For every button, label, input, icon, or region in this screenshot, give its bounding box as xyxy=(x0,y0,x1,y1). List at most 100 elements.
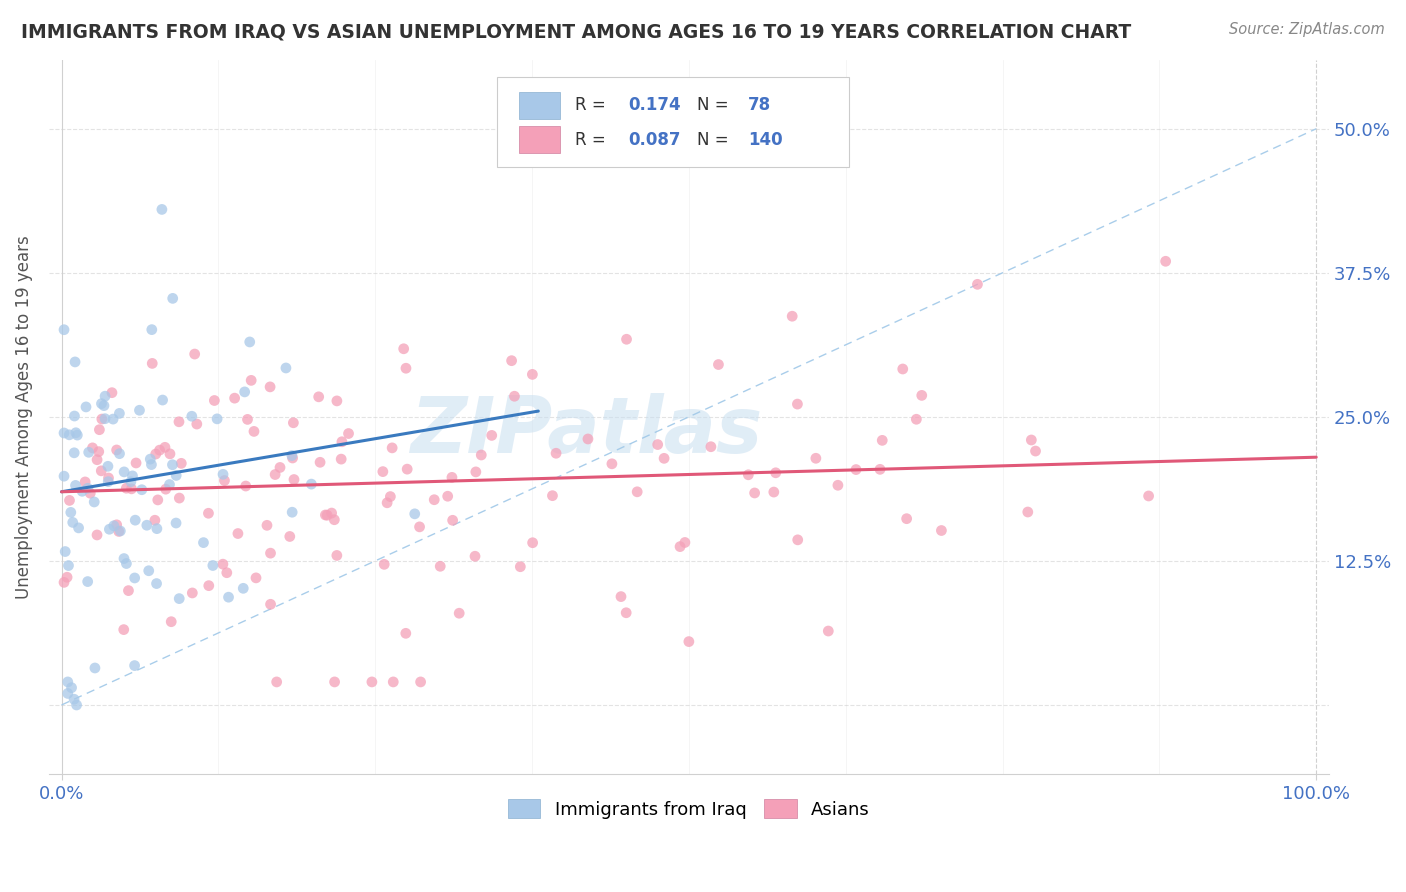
Text: ZIPatlas: ZIPatlas xyxy=(411,393,762,469)
Point xyxy=(76,481,98,495)
Point xyxy=(281,450,304,465)
Point xyxy=(274,361,297,376)
Text: Source: ZipAtlas.com: Source: ZipAtlas.com xyxy=(1229,22,1385,37)
Point xyxy=(264,467,287,482)
Point xyxy=(214,474,236,488)
Point xyxy=(112,623,135,637)
Point xyxy=(361,674,384,689)
Point xyxy=(141,356,163,370)
Point xyxy=(170,456,193,470)
Point xyxy=(381,441,404,455)
Point xyxy=(160,615,183,629)
Point xyxy=(103,518,125,533)
Point xyxy=(167,591,190,606)
Point xyxy=(269,460,291,475)
Point xyxy=(65,478,87,492)
Y-axis label: Unemployment Among Ages 16 to 19 years: Unemployment Among Ages 16 to 19 years xyxy=(15,235,32,599)
Point xyxy=(165,468,187,483)
Point xyxy=(212,557,235,571)
Point xyxy=(281,449,304,463)
Point xyxy=(93,399,115,413)
Point xyxy=(165,516,187,530)
Point xyxy=(59,505,82,519)
Point xyxy=(90,412,112,426)
Point xyxy=(63,692,86,706)
Point xyxy=(283,473,305,487)
Point xyxy=(53,323,76,337)
Point xyxy=(138,564,160,578)
Point xyxy=(236,412,259,426)
Point xyxy=(53,425,76,440)
Point xyxy=(62,516,84,530)
Point xyxy=(205,412,228,426)
Point xyxy=(101,412,124,426)
Point xyxy=(827,478,849,492)
Point xyxy=(235,479,257,493)
Point xyxy=(150,202,173,217)
Point xyxy=(124,513,146,527)
Point xyxy=(700,440,723,454)
Point xyxy=(115,481,138,495)
Point xyxy=(131,483,153,497)
Point xyxy=(765,466,787,480)
Point xyxy=(63,409,86,423)
Point xyxy=(330,434,353,449)
Point xyxy=(1017,505,1039,519)
Point xyxy=(278,529,301,543)
Point xyxy=(149,443,172,458)
Point xyxy=(181,586,204,600)
Point xyxy=(316,508,339,523)
Point xyxy=(224,391,246,405)
Point xyxy=(423,492,446,507)
Point xyxy=(409,674,432,689)
Point xyxy=(283,416,305,430)
Point xyxy=(83,495,105,509)
Point xyxy=(896,511,918,525)
Point xyxy=(117,583,139,598)
Point xyxy=(162,291,184,305)
Point xyxy=(226,526,249,541)
Point xyxy=(120,475,142,489)
Point xyxy=(330,452,353,467)
Point xyxy=(626,484,648,499)
Point xyxy=(1154,254,1177,268)
Point xyxy=(1021,433,1043,447)
Point xyxy=(143,513,166,527)
Point xyxy=(616,332,638,346)
Point xyxy=(53,575,76,590)
Point xyxy=(215,566,238,580)
Point xyxy=(97,459,120,474)
Point xyxy=(186,417,208,431)
Point xyxy=(905,412,928,426)
Point xyxy=(152,392,174,407)
Point xyxy=(337,426,360,441)
Point xyxy=(503,389,526,403)
Point xyxy=(891,362,914,376)
Point xyxy=(76,574,98,589)
Point xyxy=(146,492,169,507)
Point xyxy=(845,462,868,476)
Point xyxy=(966,277,988,292)
Point xyxy=(737,467,759,482)
Point xyxy=(817,624,839,638)
Point xyxy=(167,415,190,429)
Point xyxy=(404,507,426,521)
Point xyxy=(56,686,79,700)
Point xyxy=(256,518,278,533)
Point xyxy=(101,385,124,400)
Point xyxy=(309,455,332,469)
Text: 140: 140 xyxy=(748,130,782,149)
Point xyxy=(243,425,266,439)
Point xyxy=(110,524,132,538)
Point xyxy=(408,520,430,534)
Point xyxy=(135,518,157,533)
Point xyxy=(707,358,730,372)
FancyBboxPatch shape xyxy=(519,92,560,119)
Point xyxy=(436,489,458,503)
Point xyxy=(84,661,107,675)
Point xyxy=(326,549,349,563)
Point xyxy=(395,361,418,376)
Point xyxy=(762,485,785,500)
Point xyxy=(155,482,177,496)
Point xyxy=(128,403,150,417)
